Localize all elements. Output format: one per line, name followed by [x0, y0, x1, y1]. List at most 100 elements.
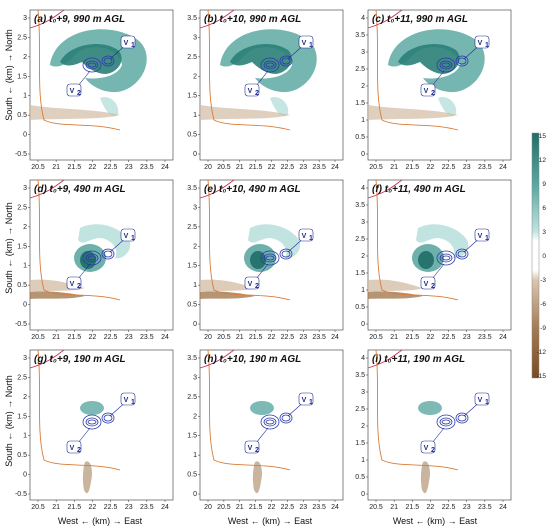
vortex-label-v2-subscript: 2 — [77, 283, 81, 290]
vortex-label-v1: V — [124, 397, 129, 404]
vortex-label-box — [420, 276, 436, 290]
vortex-label-v2-subscript: 2 — [77, 447, 81, 454]
boundary-contour — [368, 10, 403, 29]
y-tick-label: 3.5 — [355, 32, 365, 39]
panel-title: (d) t₀+9, 490 m AGL — [34, 184, 126, 195]
y-tick-label: 0 — [193, 151, 197, 158]
x-tick-label: 23.5 — [312, 504, 326, 511]
y-tick-label: 2 — [361, 423, 365, 430]
vortex-label-v2: V — [248, 88, 253, 95]
y-tick-label: 1.5 — [187, 93, 197, 100]
y-tick-label: 1 — [361, 117, 365, 124]
y-axis-label-row-2: South ← (km) → North — [4, 202, 14, 294]
y-tick-label: 1.5 — [17, 413, 27, 420]
y-tick-label: 1.5 — [355, 270, 365, 277]
y-tick-label: 0 — [361, 321, 365, 328]
panel-title: (a) t₀+9, 990 m AGL — [34, 14, 125, 25]
y-tick-label: 4 — [361, 355, 365, 362]
y-tick-label: 2 — [193, 73, 197, 80]
field-shading — [368, 180, 469, 301]
vortex-label-v2: V — [70, 281, 75, 288]
vortex-contour — [441, 255, 451, 261]
colorbar-tick-label: 12 — [539, 157, 547, 164]
x-tick-label: 23.5 — [478, 334, 492, 341]
colorbar-tick-label: 9 — [542, 181, 546, 188]
boundary-contour — [37, 350, 121, 471]
vortex-contour — [87, 419, 97, 425]
vortex-label-box — [298, 35, 314, 49]
vortex-contour — [101, 412, 115, 424]
vortex-contour — [82, 250, 102, 266]
vortex-label-box — [474, 35, 490, 49]
x-tick-label: 20 — [204, 504, 212, 511]
vortex-label-v1-subscript: 1 — [309, 235, 313, 242]
vortex-label-v2: V — [70, 88, 75, 95]
y-tick-label: 1.5 — [355, 440, 365, 447]
x-tick-label: 21 — [52, 164, 60, 171]
vortex-label-v2-subscript: 2 — [255, 90, 259, 97]
y-tick-label: 2.5 — [187, 54, 197, 61]
boundary-contour — [200, 180, 235, 199]
y-tick-label: 0.5 — [355, 474, 365, 481]
panel-title: (i) t₀+11, 190 m AGL — [372, 354, 465, 365]
x-axis-label-col-2: West ← (km) → East — [228, 516, 313, 526]
x-tick-label: 21 — [52, 504, 60, 511]
x-tick-label: 23.5 — [312, 334, 326, 341]
y-tick-label: 3 — [193, 204, 197, 211]
vortex-contour — [263, 60, 277, 70]
y-tick-label: 3 — [361, 49, 365, 56]
x-tick-label: 21.5 — [67, 504, 81, 511]
vortex-contour — [260, 414, 280, 430]
x-tick-label: 20.5 — [217, 334, 231, 341]
panel-title: (e) t₀+10, 490 m AGL — [204, 184, 301, 195]
y-tick-label: 2.5 — [187, 394, 197, 401]
field-shading — [30, 350, 121, 494]
y-tick-label: 1 — [23, 93, 27, 100]
colorbar-bar — [531, 132, 540, 379]
x-tick-label: 24 — [499, 164, 507, 171]
vortex-label-box — [420, 440, 436, 454]
boundary-contour — [207, 350, 291, 471]
vortex-label-v2-subscript: 2 — [255, 447, 259, 454]
vortex-contour — [457, 414, 467, 422]
panel-frame — [29, 349, 174, 501]
colorbar: 15 12 9 6 3 0 -3 -6 -9 -12 -15 — [531, 132, 547, 380]
x-tick-label: 20 — [204, 164, 212, 171]
x-tick-label: 21.5 — [405, 334, 419, 341]
x-axis-label-col-1: West ← (km) → East — [58, 516, 143, 526]
y-tick-label: 3 — [361, 389, 365, 396]
vortex-contour — [85, 417, 99, 427]
x-tick-label: 21.5 — [405, 164, 419, 171]
x-tick-label: 22 — [89, 504, 97, 511]
vortex-contour — [103, 414, 113, 422]
colorbar-tick-label: 3 — [542, 229, 546, 236]
vortex-contour — [263, 417, 277, 427]
x-tick-label: 23.5 — [140, 504, 154, 511]
vortex-label-v1-subscript: 1 — [309, 42, 313, 49]
x-tick-label: 23 — [299, 334, 307, 341]
y-tick-label: 0.5 — [17, 452, 27, 459]
y-tick-label: 2 — [193, 413, 197, 420]
y-tick-label: 0.5 — [355, 134, 365, 141]
y-tick-label: 1.5 — [187, 263, 197, 270]
vortex-contour — [457, 250, 467, 258]
vortex-contour — [439, 60, 453, 70]
vortex-label-v2-subscript: 2 — [431, 283, 435, 290]
x-tick-label: 20.5 — [369, 334, 383, 341]
y-tick-label: 2.5 — [17, 204, 27, 211]
y-tick-label: 0 — [193, 491, 197, 498]
x-tick-label: 20.5 — [217, 504, 231, 511]
field-shading — [368, 350, 469, 494]
vortex-contour — [279, 412, 293, 424]
vortex-contour — [85, 60, 99, 70]
vortex-label-box — [66, 83, 82, 97]
vortex-label-v1-subscript: 1 — [131, 235, 135, 242]
vortex-label-v1: V — [478, 233, 483, 240]
vortex-label-box — [244, 83, 260, 97]
x-axis-label-col-3: West ← (km) → East — [393, 516, 478, 526]
